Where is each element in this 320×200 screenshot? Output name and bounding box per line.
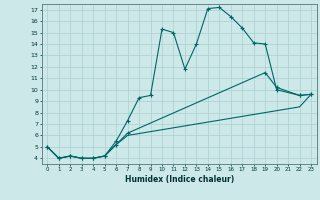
X-axis label: Humidex (Indice chaleur): Humidex (Indice chaleur) xyxy=(124,175,234,184)
